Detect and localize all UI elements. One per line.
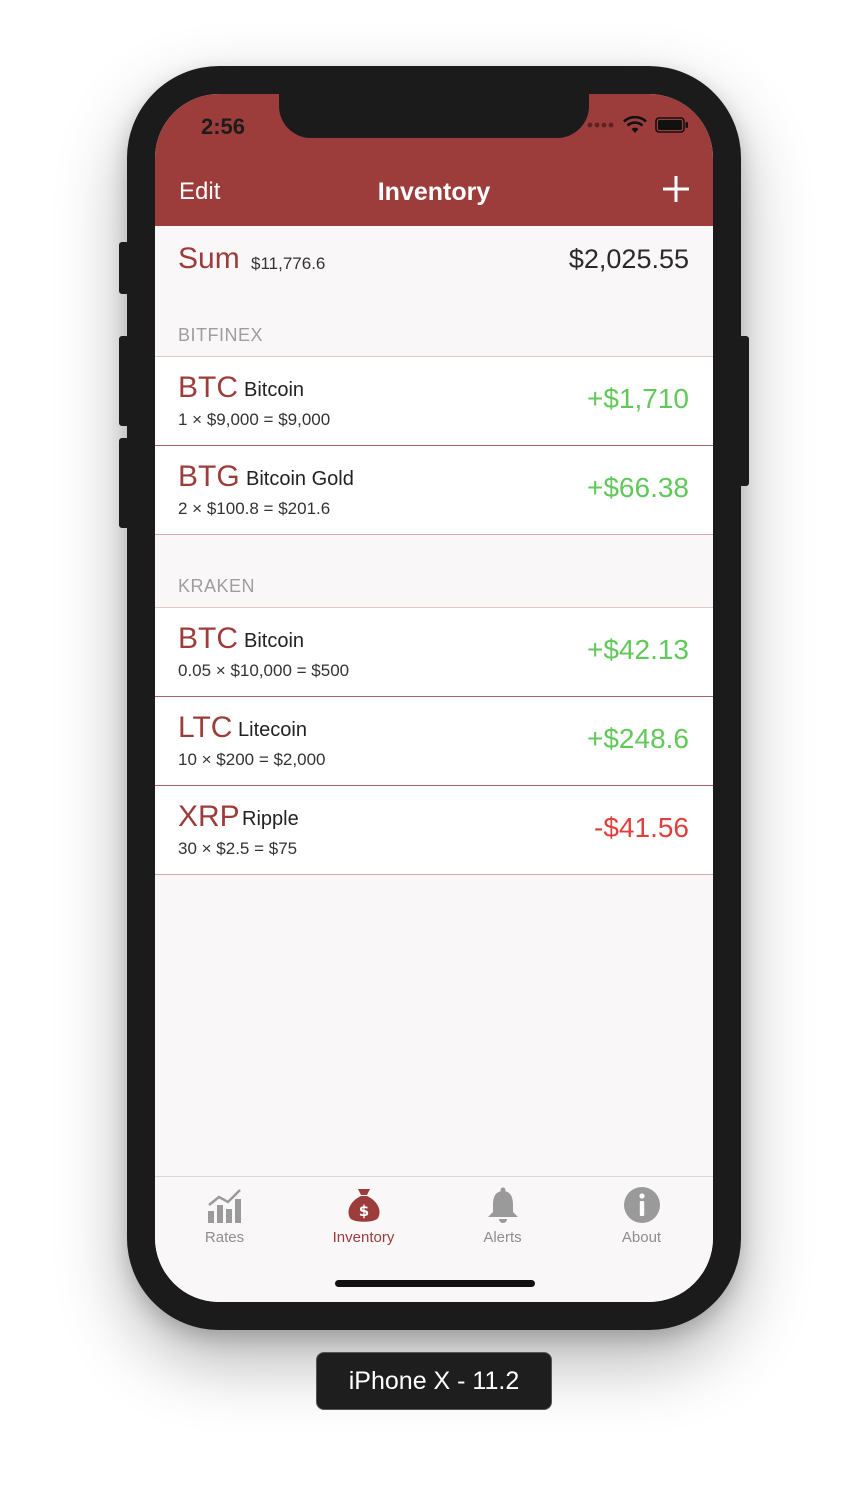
sum-row: Sum $11,776.6 $2,025.55 [155, 226, 713, 298]
coin-name: Bitcoin [244, 379, 305, 401]
holding-formula: 0.05 × $10,000 = $500 [178, 661, 350, 680]
tab-inventory[interactable]: $ Inventory [294, 1185, 433, 1246]
section-gap [155, 535, 713, 551]
coin-name: Litecoin [238, 719, 307, 741]
device-label: iPhone X - 11.2 [316, 1352, 552, 1410]
add-icon[interactable] [661, 174, 691, 204]
edit-button[interactable]: Edit [179, 178, 221, 205]
bell-icon [487, 1187, 518, 1223]
section-title: BITFINEX [178, 325, 264, 345]
mute-switch [119, 242, 129, 294]
list-item[interactable]: LTC Litecoin 10 × $200 = $2,000 +$248.6 [155, 697, 713, 786]
list-item[interactable]: BTC Bitcoin 1 × $9,000 = $9,000 +$1,710 [155, 357, 713, 446]
coin-name: Bitcoin Gold [246, 468, 354, 490]
battery-icon [655, 117, 688, 133]
page-title: Inventory [377, 178, 491, 206]
coin-name: Bitcoin [244, 630, 305, 652]
coin-symbol: BTG [178, 460, 240, 493]
coin-name: Ripple [242, 808, 299, 830]
volume-up-button [119, 336, 129, 426]
coin-symbol: BTC [178, 622, 238, 655]
volume-down-button [119, 438, 129, 528]
sum-profit: $2,025.55 [568, 244, 689, 274]
coin-symbol: BTC [178, 371, 238, 404]
tab-alerts[interactable]: Alerts [433, 1185, 572, 1246]
tab-label: About [621, 1229, 662, 1246]
home-indicator[interactable] [335, 1280, 535, 1287]
list-item[interactable]: BTG Bitcoin Gold 2 × $100.8 = $201.6 +$6… [155, 446, 713, 535]
chart-icon [207, 1189, 241, 1223]
list-item[interactable]: XRP Ripple 30 × $2.5 = $75 -$41.56 [155, 786, 713, 875]
nav-bar: Edit Inventory [155, 160, 713, 226]
coin-symbol: LTC [178, 711, 233, 744]
tab-label: Rates [204, 1229, 245, 1246]
profit-change: +$42.13 [587, 634, 689, 665]
tab-about[interactable]: About [572, 1185, 711, 1246]
holding-formula: 30 × $2.5 = $75 [178, 839, 298, 858]
tab-label: Alerts [483, 1229, 522, 1246]
holding-formula: 2 × $100.8 = $201.6 [178, 499, 331, 518]
wifi-icon [623, 116, 647, 133]
tab-rates[interactable]: Rates [155, 1185, 294, 1246]
section-title: KRAKEN [178, 576, 256, 596]
section-list-kraken: BTC Bitcoin 0.05 × $10,000 = $500 +$42.1… [155, 607, 713, 875]
status-icons [587, 116, 689, 134]
profit-change: +$248.6 [587, 723, 689, 754]
tab-label: Inventory [332, 1229, 395, 1246]
screen: 2:56 Edit Inventory [155, 94, 713, 1302]
holding-formula: 1 × $9,000 = $9,000 [178, 410, 331, 429]
svg-text:$: $ [358, 1202, 368, 1220]
list-item[interactable]: BTC Bitcoin 0.05 × $10,000 = $500 +$42.1… [155, 608, 713, 697]
power-button [739, 336, 749, 486]
sum-label: Sum [178, 242, 240, 275]
holding-formula: 10 × $200 = $2,000 [178, 750, 326, 769]
status-time: 2:56 [201, 114, 246, 139]
money-bag-icon: $ [347, 1189, 380, 1222]
profit-change: +$1,710 [587, 383, 689, 414]
profit-change: -$41.56 [594, 812, 689, 843]
section-header-bitfinex: BITFINEX [155, 298, 713, 356]
info-icon [623, 1187, 660, 1223]
inventory-list: Sum $11,776.6 $2,025.55 BITFINEX BTC Bit… [155, 226, 713, 875]
section-header-kraken: KRAKEN [155, 551, 713, 607]
sum-total-cost: $11,776.6 [251, 254, 326, 273]
profit-change: +$66.38 [587, 472, 689, 503]
section-list-bitfinex: BTC Bitcoin 1 × $9,000 = $9,000 +$1,710 … [155, 356, 713, 535]
coin-symbol: XRP [178, 800, 240, 833]
notch [279, 94, 589, 138]
signal-dots-icon [587, 122, 614, 128]
